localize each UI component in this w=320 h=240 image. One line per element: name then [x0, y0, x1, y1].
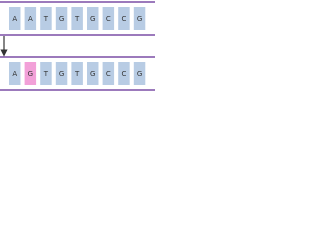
base-cell [87, 62, 99, 85]
base-cell [118, 7, 130, 30]
base-letter: G [137, 15, 142, 23]
base-cell [71, 7, 83, 30]
base-letter: G [90, 15, 95, 23]
base-letter: A [28, 15, 33, 23]
base-letter: C [122, 15, 127, 23]
base-cell [133, 62, 146, 85]
base-cell [9, 62, 21, 85]
base-letter: T [43, 70, 49, 78]
base-letter: G [28, 70, 33, 78]
base-letter: A [12, 15, 17, 23]
base-letter: C [106, 70, 111, 78]
base-letter: C [106, 15, 111, 23]
base-letter: C [122, 70, 127, 78]
base-letter: T [74, 15, 80, 23]
base-cell [133, 7, 146, 30]
base-cell [102, 7, 115, 30]
base-letter: T [74, 70, 80, 78]
base-letter: G [59, 15, 64, 23]
base-cell [24, 62, 37, 85]
base-cell [55, 62, 68, 85]
base-cell [71, 62, 83, 85]
base-letter: G [137, 70, 142, 78]
base-cell [87, 7, 99, 30]
base-cell [55, 7, 68, 30]
mutation-diagram: A A T G T G C C G A G T G T G C C G [0, 1, 155, 91]
base-letter: A [12, 70, 17, 78]
base-cell [24, 7, 37, 30]
base-letter: G [59, 70, 64, 78]
base-letter: T [43, 15, 49, 23]
base-cell [40, 7, 52, 30]
base-letter: G [90, 70, 95, 78]
base-cell [40, 62, 52, 85]
base-cell [118, 62, 130, 85]
base-cell [102, 62, 115, 85]
sequences: A A T G T G C C G A G T G T G C C G [9, 7, 146, 85]
base-cell [9, 7, 21, 30]
